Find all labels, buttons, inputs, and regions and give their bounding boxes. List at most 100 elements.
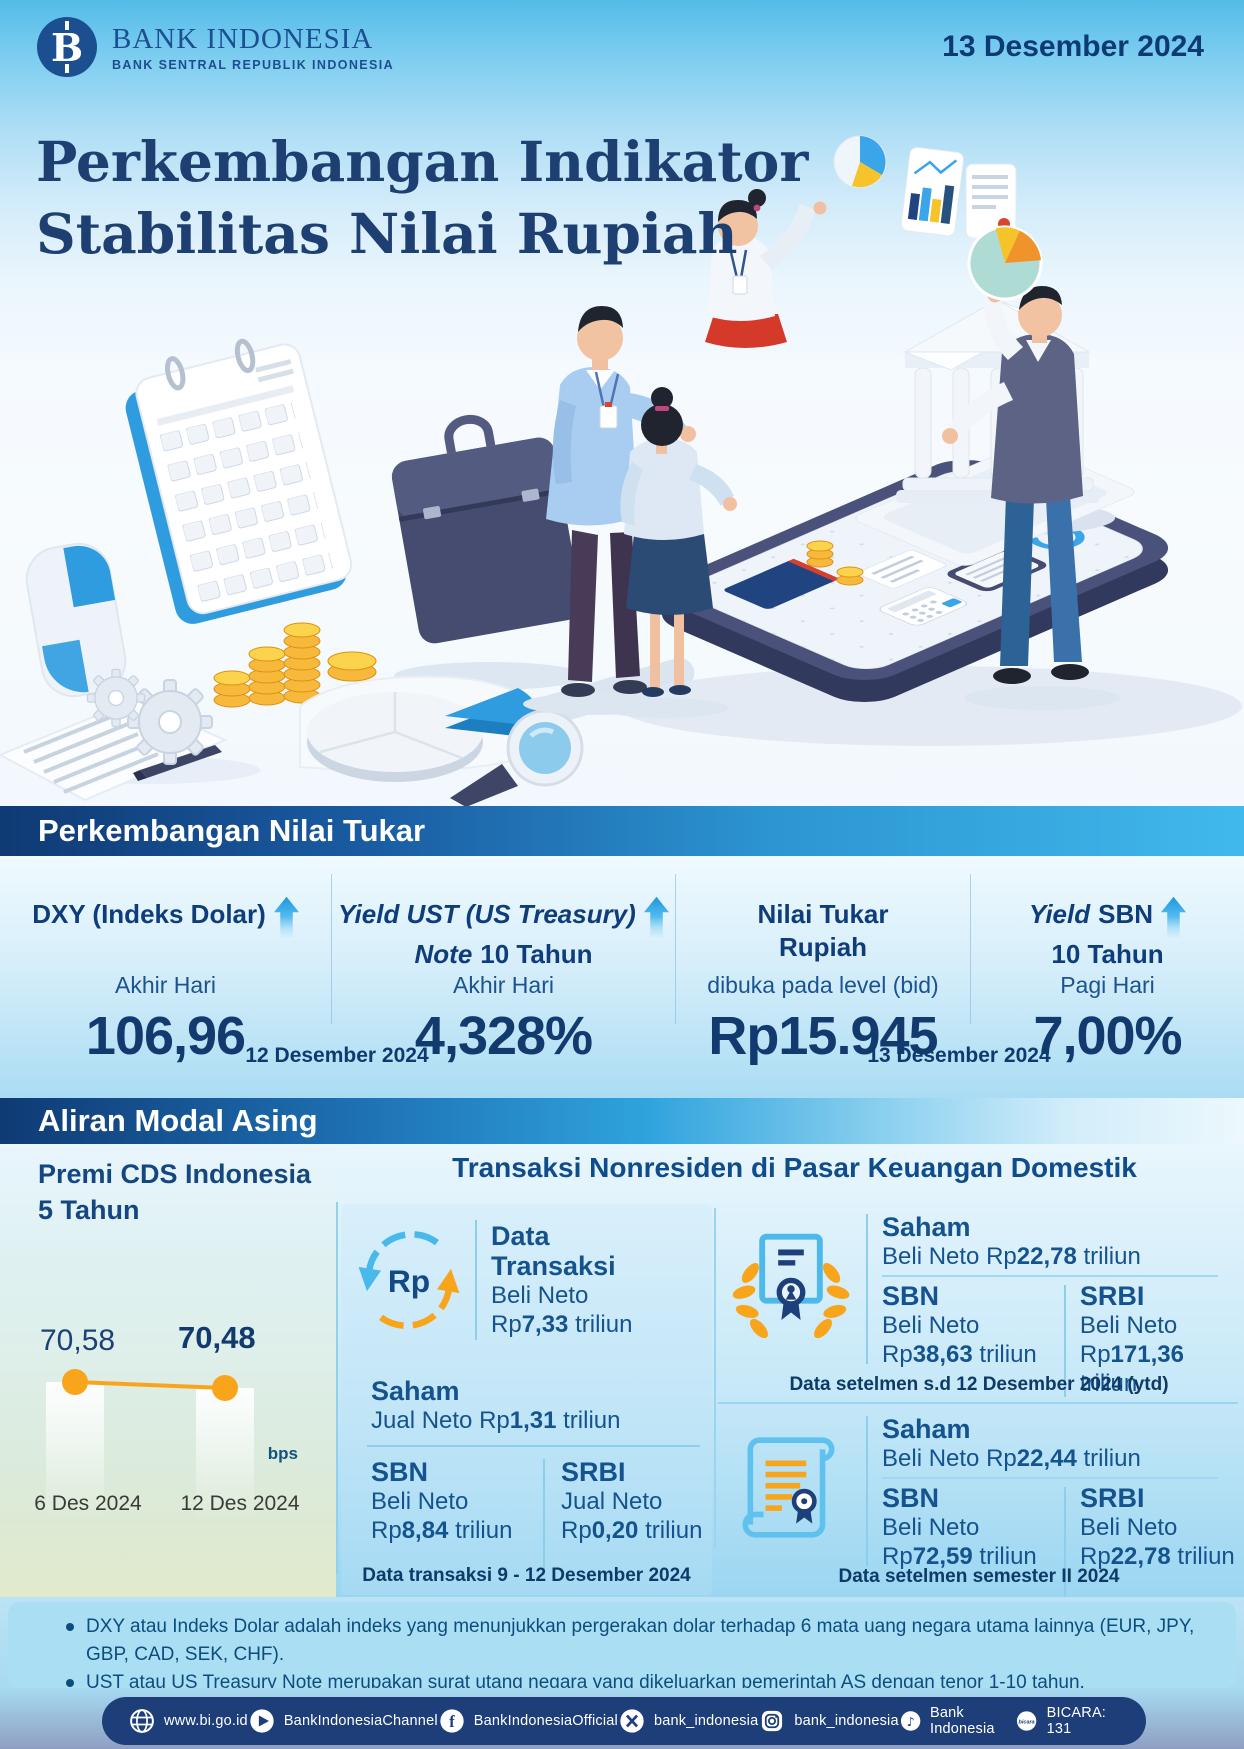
logo-title: BANK INDONESIA [112, 22, 374, 55]
divider [1064, 1285, 1066, 1397]
sbn-setelmen-semester: SBN Beli Neto Rp72,59 triliun [882, 1483, 1037, 1570]
footer-x: bank_indonesia [618, 1707, 758, 1735]
footer-website: www.bi.go.id [128, 1707, 248, 1735]
instagram-icon [762, 1710, 783, 1732]
divider [475, 1220, 477, 1340]
bicara-icon: bicara [1017, 1711, 1037, 1731]
divider [675, 874, 676, 1024]
divider [367, 1445, 700, 1447]
cds-unit: bps [267, 1444, 298, 1463]
indicator-value: Rp15.945 [708, 1006, 938, 1066]
held-pie-icon [967, 225, 1043, 301]
person-woman-top [705, 189, 827, 348]
magnifier-icon [450, 709, 584, 807]
cds-value-start: 70,58 [40, 1324, 116, 1357]
amount-number: 1,31 [509, 1407, 557, 1434]
svg-text:B: B [51, 25, 83, 70]
date-right: 13 Desember 2024 [867, 1044, 1051, 1067]
divider [718, 1402, 1238, 1404]
scroll-icon [742, 1437, 835, 1538]
amount-number: 72,59 [912, 1543, 973, 1570]
srbi-transaksi: SRBI Jual Neto Rp0,20 triliun [561, 1457, 703, 1544]
divider [336, 1202, 338, 1574]
amount-number: 22,78 [1110, 1543, 1171, 1570]
indicator-sbn: Yield SBN 10 Tahun Pagi Hari 7,00% [971, 856, 1244, 1066]
edition-date: 13 Desember 2024 [942, 30, 1204, 63]
indicator-sublabel: Akhir Hari [115, 972, 216, 998]
facebook-icon: f [440, 1709, 464, 1733]
footnotes-panel: DXY atau Indeks Dolar adalah indeks yang… [8, 1602, 1236, 1721]
calendar-icon [125, 338, 353, 624]
amount-number: 22,44 [1016, 1445, 1077, 1472]
svg-text:f: f [449, 1712, 455, 1731]
indicator-rupiah: Nilai Tukar Rupiah dibuka pada level (bi… [707, 899, 939, 1066]
saham-transaksi: Saham Jual Neto Rp1,31 triliun [371, 1376, 621, 1434]
divider [866, 1416, 868, 1566]
indicator-dxy: DXY (Indeks Dolar) Akhir Hari 106,96 [0, 856, 331, 1066]
divider [882, 1275, 1218, 1277]
cds-chart: 70,58 70,48 bps 6 Des 2024 12 Des 2024 [28, 1320, 308, 1562]
top-bar: B BANK INDONESIA BANK SENTRAL REPUBLIK I… [36, 16, 1204, 78]
hero-illustration [0, 135, 1242, 807]
person-man-right [942, 286, 1089, 684]
gear-icon [86, 668, 213, 765]
divider [1064, 1487, 1066, 1599]
data-transaksi-summary: Data Transaksi Beli Neto Rp7,33 triliun [491, 1221, 633, 1338]
sbn-transaksi: SBN Beli Neto Rp8,84 triliun [371, 1457, 513, 1544]
srbi-setelmen-ytd: SRBI Beli Neto Rp171,36 triliun [1079, 1281, 1184, 1397]
globe-icon [130, 1709, 154, 1733]
section-header-aliran-modal: Aliran Modal Asing [0, 1098, 1244, 1144]
shield-icon [25, 542, 127, 698]
divider [970, 874, 971, 1024]
indicator-value: 7,00% [1033, 1006, 1182, 1066]
date-left: 12 Desember 2024 [245, 1044, 429, 1067]
x-icon [620, 1709, 644, 1733]
footer-youtube: BankIndonesiaChannel [248, 1707, 438, 1735]
bullet-icon [66, 1679, 74, 1687]
setelmen-ytd-panel: Saham Beli Neto Rp22,78 triliun SBN Beli… [716, 1204, 1244, 1398]
amount-number: 38,63 [912, 1341, 973, 1368]
rp-cycle-icon: Rp [358, 1231, 460, 1329]
indicator-sublabel: Pagi Hari [1060, 972, 1155, 998]
cds-line-chart [46, 1369, 254, 1520]
divider [866, 1214, 868, 1364]
indicator-sublabel: Akhir Hari [453, 972, 554, 998]
divider [543, 1459, 545, 1575]
youtube-icon [250, 1709, 274, 1733]
coins-icon [213, 622, 377, 708]
svg-text:bicara: bicara [1019, 1719, 1035, 1725]
svg-text:♪: ♪ [906, 1715, 914, 1729]
cds-block: Premi CDS Indonesia 5 Tahun 70,58 70,48 … [0, 1144, 336, 1597]
up-arrow-icon [273, 896, 299, 938]
footnote: UST atau US Treasury Note merupakan sura… [86, 1672, 1085, 1693]
people-illustration [523, 189, 1120, 718]
aliran-modal-section: Premi CDS Indonesia 5 Tahun 70,58 70,48 … [0, 1144, 1244, 1599]
divider [714, 1208, 716, 1548]
setelmen-ytd-caption: Data setelmen s.d 12 Desember 2024 (ytd) [789, 1374, 1169, 1395]
social-bar: www.bi.go.id BankIndonesiaChannel f Bank… [102, 1697, 1146, 1745]
footer-tiktok: ♪ Bank Indonesia [899, 1705, 1016, 1737]
footer: www.bi.go.id BankIndonesiaChannel f Bank… [0, 1688, 1244, 1749]
divider [882, 1477, 1218, 1479]
up-arrow-icon [1161, 896, 1187, 938]
svg-text:Rp: Rp [388, 1263, 430, 1299]
section-header-nilai-tukar: Perkembangan Nilai Tukar [0, 806, 1244, 856]
transaksi-title: Transaksi Nonresiden di Pasar Keuangan D… [452, 1152, 1137, 1183]
tiktok-icon: ♪ [900, 1711, 921, 1731]
transaksi-caption: Data transaksi 9 - 12 Desember 2024 [362, 1565, 691, 1586]
transaksi-periode-panel: Rp Data Transaksi Beli Neto Rp7,33 trili… [341, 1204, 712, 1595]
footer-facebook: f BankIndonesiaOfficial [438, 1707, 618, 1735]
setelmen-semester-panel: Saham Beli Neto Rp22,44 triliun SBN Beli… [716, 1406, 1244, 1599]
up-arrow-icon [643, 896, 669, 938]
logo-subtitle: BANK SENTRAL REPUBLIK INDONESIA [112, 57, 395, 72]
divider [331, 874, 332, 1024]
footer-instagram: bank_indonesia [758, 1707, 899, 1735]
indicator-sublabel: dibuka pada level (bid) [707, 972, 939, 998]
cds-date-start: 6 Des 2024 [34, 1492, 142, 1515]
setelmen-semester-caption: Data setelmen semester II 2024 [838, 1566, 1120, 1587]
cds-title: Premi CDS Indonesia 5 Tahun [38, 1159, 312, 1225]
pie-chart-icon [299, 675, 539, 782]
page-title: Perkembangan Indikator Stabilitas Nilai … [36, 129, 809, 266]
certificate-icon [732, 1233, 850, 1339]
